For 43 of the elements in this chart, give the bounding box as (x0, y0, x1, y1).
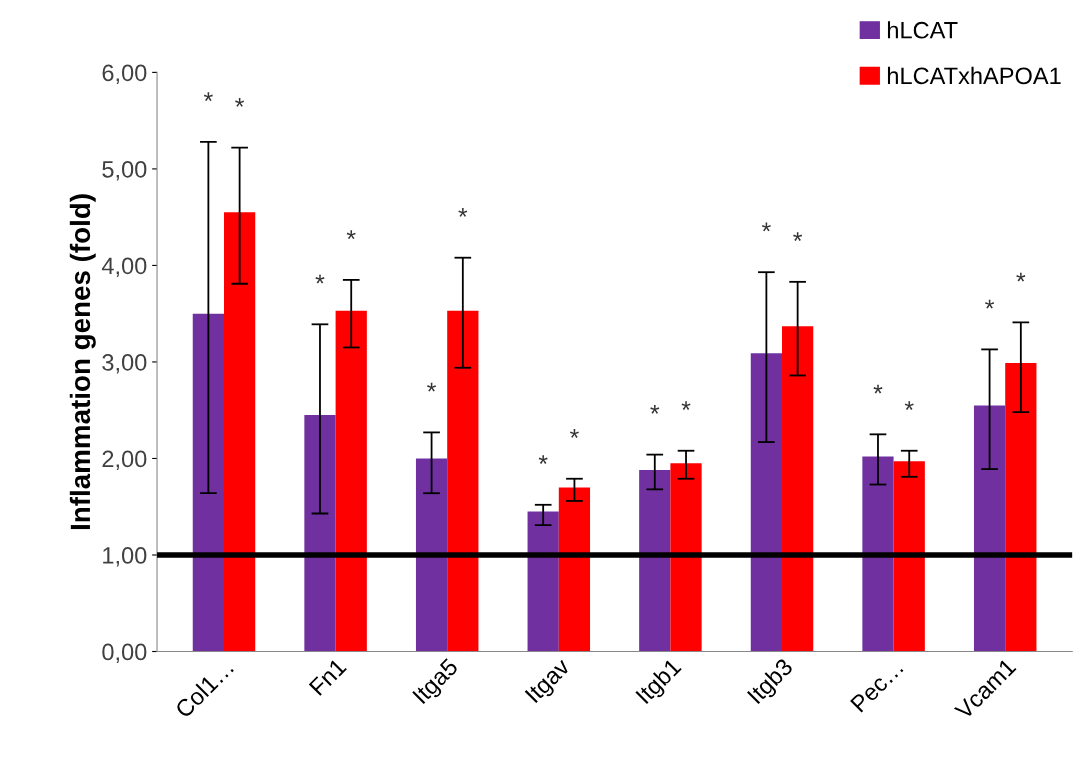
y-axis-title: Inflammation genes (fold) (69, 194, 96, 530)
bar (973, 405, 1006, 652)
bar (1005, 362, 1037, 652)
legend-label: hLCATxhAPOA1 (887, 66, 1061, 85)
y-tick-label: 4,00 (101, 257, 147, 278)
annotation: * (681, 401, 691, 410)
annotation: * (569, 429, 579, 438)
annotation: * (538, 455, 548, 464)
annotation: * (985, 299, 995, 309)
bar (304, 415, 336, 652)
y-tick-label: 5,00 (102, 160, 147, 181)
annotation: * (427, 382, 437, 392)
y-tick-label: 3,00 (102, 354, 147, 374)
bar (862, 456, 894, 652)
y-tick-label: 6,00 (102, 64, 147, 84)
annotation: * (650, 404, 660, 414)
bar (447, 310, 479, 652)
annotation: * (458, 208, 468, 217)
annotation: * (315, 274, 325, 284)
bar (782, 326, 814, 652)
legend-label: hLCAT (887, 21, 958, 39)
annotation: * (761, 222, 771, 232)
annotation: * (1016, 272, 1026, 282)
y-tick-label: 2,00 (102, 450, 147, 471)
bar (335, 310, 367, 652)
bar (670, 463, 702, 652)
x-tick-label: Fn1 (308, 657, 347, 696)
annotation: * (793, 232, 803, 241)
annotation: * (904, 401, 914, 410)
bar (558, 487, 591, 652)
annotation: * (346, 230, 356, 240)
bar (639, 470, 671, 652)
annotation: * (235, 98, 245, 107)
bar (893, 461, 925, 652)
y-tick-label: 1,00 (103, 547, 147, 567)
bar (750, 353, 783, 652)
y-tick-label: 0,00 (102, 643, 147, 664)
annotation: * (873, 384, 883, 394)
bar (224, 212, 256, 652)
bar (415, 458, 448, 652)
bar (527, 511, 559, 652)
annotation: * (203, 92, 213, 102)
bar (192, 313, 224, 652)
